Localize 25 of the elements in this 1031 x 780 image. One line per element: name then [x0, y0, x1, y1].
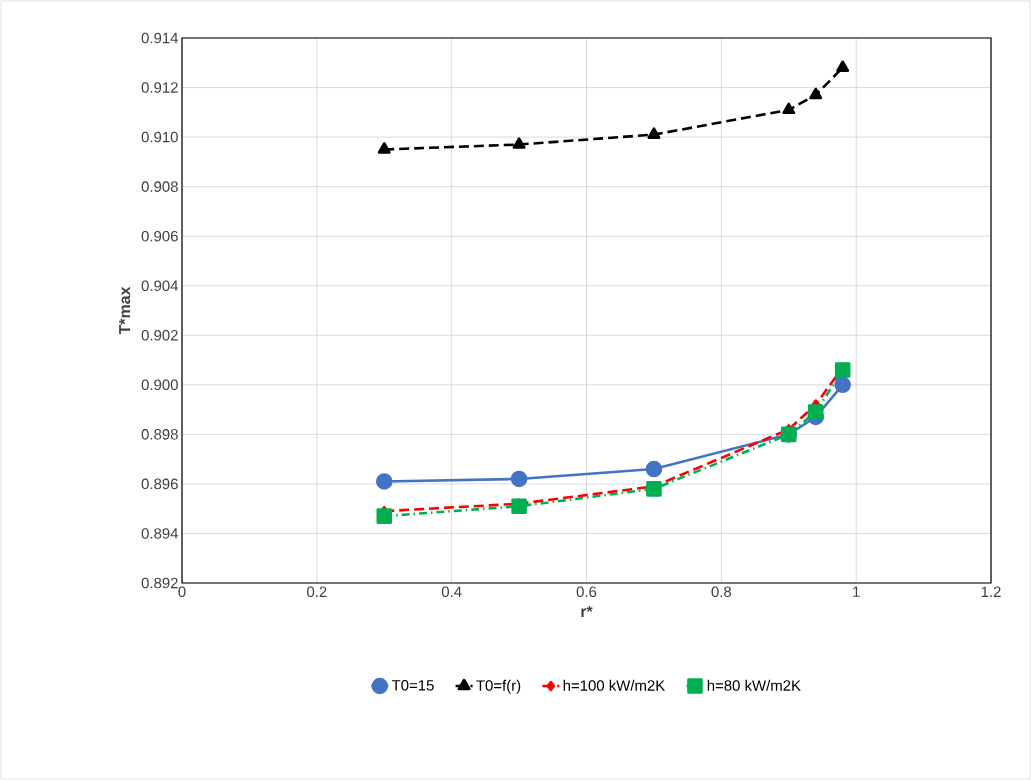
x-tick-label: 0.4 [441, 586, 462, 598]
legend-label: h=80 kW/m2K [707, 679, 801, 691]
y-tick-label: 0.902 [141, 329, 178, 341]
y-axis-title: T*max [119, 286, 131, 335]
legend-label: h=100 kW/m2K [563, 679, 666, 691]
y-tick-label: 0.908 [141, 181, 178, 192]
x-tick-label: 0 [178, 586, 186, 598]
y-tick-label: 0.904 [141, 280, 179, 292]
y-tick-label: 0.910 [141, 131, 178, 143]
y-tick-label: 0.900 [141, 379, 178, 391]
y-tick-label: 0.894 [141, 528, 179, 539]
x-tick-label: 1 [853, 586, 860, 597]
y-tick-label: 0.914 [141, 32, 179, 44]
x-axis-title: r* [581, 605, 593, 617]
x-tick-label: 1.2 [981, 586, 1001, 597]
y-tick-label: 0.912 [141, 82, 178, 93]
legend-label: T0=f(r) [476, 679, 521, 694]
y-tick-label: 0.898 [141, 429, 178, 440]
y-tick-label: 0.906 [141, 230, 178, 242]
y-tick-label: 0.896 [141, 478, 178, 490]
y-tick-label: 0.892 [141, 577, 178, 589]
x-tick-label: 0.8 [711, 586, 732, 598]
legend-label: T0=15 [391, 680, 434, 691]
x-tick-label: 0.2 [307, 586, 327, 598]
x-tick-label: 0.6 [576, 586, 597, 598]
